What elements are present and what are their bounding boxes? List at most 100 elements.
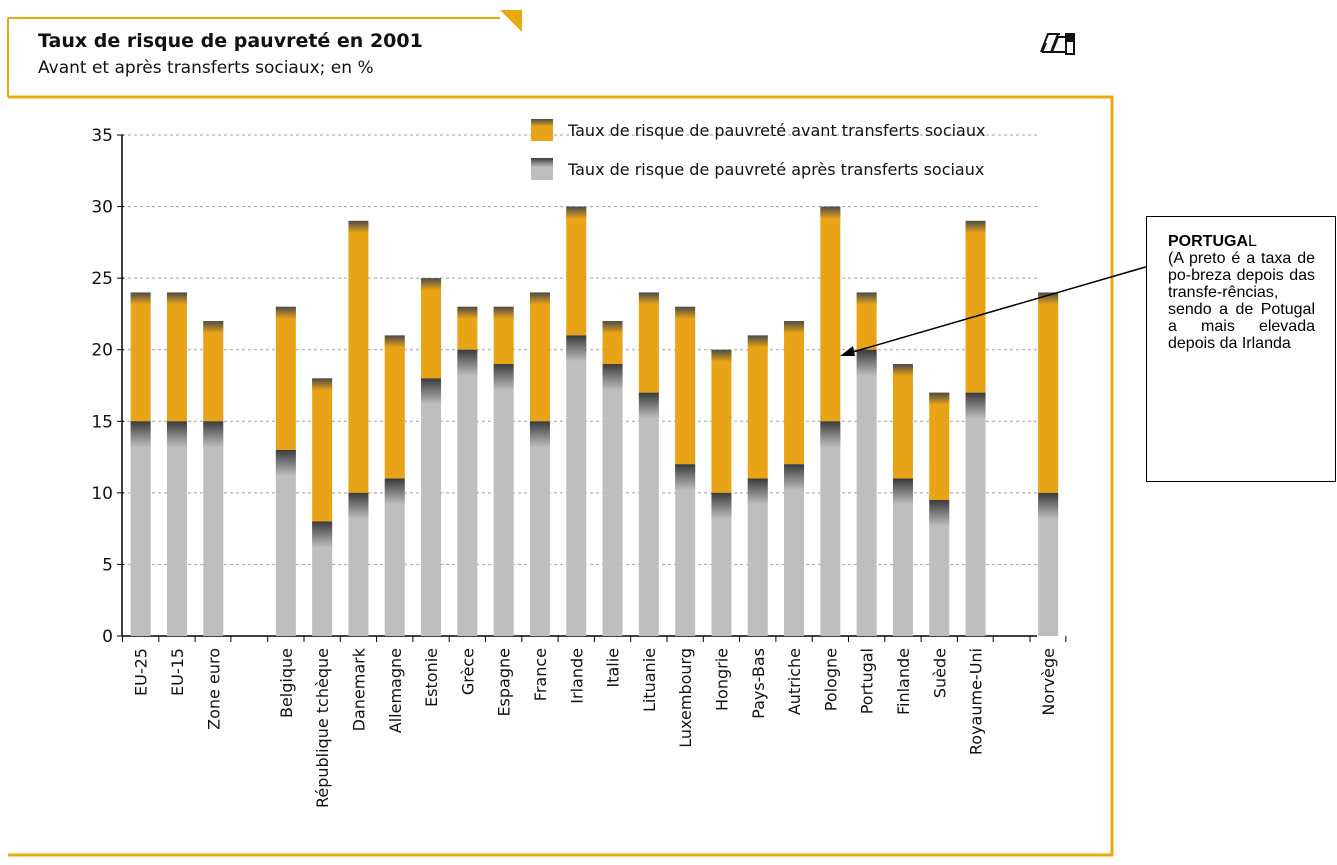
bar-after-transfers <box>638 392 659 636</box>
bar-after-cap <box>493 364 514 391</box>
bar-after-cap <box>348 492 369 519</box>
bar-after-cap <box>675 464 696 491</box>
bar-before-transfers <box>312 378 333 522</box>
bar-after-transfers <box>602 364 623 636</box>
bar-before-cap <box>965 220 986 233</box>
bar-before-cap <box>384 335 405 348</box>
x-tick-label: Allemagne <box>386 648 405 733</box>
bar-before-cap <box>348 220 369 233</box>
bar-before-transfers <box>348 220 369 493</box>
bar-before-cap <box>784 321 805 334</box>
bar-before-cap <box>275 306 296 319</box>
legend-label-before: Taux de risque de pauvreté avant transfe… <box>567 121 985 140</box>
y-tick-label: 30 <box>91 198 113 218</box>
bar-before-transfers <box>493 306 514 365</box>
bar-after-transfers <box>784 464 805 636</box>
x-tick-label: EU-15 <box>168 648 187 696</box>
bar-after-cap <box>747 478 768 505</box>
bar-before-transfers <box>130 292 151 422</box>
x-tick-label: Suède <box>930 648 949 698</box>
bar-before-transfers <box>675 306 696 465</box>
bar-before-cap <box>747 335 768 348</box>
bar-before-transfers <box>384 335 405 479</box>
bar-after-transfers <box>203 421 224 636</box>
bar-before-transfers <box>965 220 986 393</box>
annotation-arrow <box>840 265 1150 356</box>
bar-after-cap <box>965 392 986 419</box>
bar-after-cap <box>529 421 550 448</box>
x-tick-label: France <box>531 648 550 701</box>
legend-swatch-after-cap <box>531 158 553 167</box>
x-tick-label: Danemark <box>349 647 368 731</box>
bar-before-transfers <box>638 292 659 393</box>
bar-before-cap <box>892 364 913 377</box>
bar-after-transfers <box>166 421 187 636</box>
x-tick-label: Belgique <box>277 648 296 718</box>
bar-before-transfers <box>203 321 224 422</box>
annotation-title-rest: L <box>1248 233 1257 250</box>
x-tick-label: Estonie <box>422 648 441 707</box>
bar-before-transfers <box>166 292 187 422</box>
bar-after-cap <box>711 492 732 519</box>
legend-label-after: Taux de risque de pauvreté après transfe… <box>567 160 984 179</box>
bar-before-cap <box>929 392 950 405</box>
x-tick-label: Portugal <box>858 648 877 714</box>
bar-after-cap <box>275 449 296 476</box>
bar-before-cap <box>529 292 550 305</box>
bar-before-transfers <box>820 206 841 422</box>
bar-after-cap <box>638 392 659 419</box>
x-tick-label: Pologne <box>821 648 840 711</box>
bar-after-cap <box>166 421 187 448</box>
annotation-title-bold: PORTUGA <box>1168 233 1248 250</box>
bar-after-transfers <box>747 478 768 636</box>
bar-before-cap <box>711 349 732 362</box>
bar-after-transfers <box>856 349 877 636</box>
bar-after-cap <box>820 421 841 448</box>
bar-after-cap <box>856 349 877 376</box>
y-tick-label: 0 <box>102 627 113 647</box>
x-tick-label: Italie <box>604 648 623 688</box>
bar-after-cap <box>384 478 405 505</box>
bar-before-transfers <box>529 292 550 422</box>
x-tick-label: Luxembourg <box>676 648 695 748</box>
bar-after-transfers <box>965 392 986 636</box>
x-tick-label: Irlande <box>567 648 586 704</box>
bar-after-cap <box>929 500 950 527</box>
y-tick-label: 15 <box>91 412 113 432</box>
chart-title: Taux de risque de pauvreté en 2001 <box>38 30 423 52</box>
bar-before-transfers <box>1038 292 1059 493</box>
bar-after-transfers <box>421 378 442 636</box>
bar-before-cap <box>675 306 696 319</box>
bar-before-transfers <box>784 321 805 465</box>
bar-after-cap <box>1038 492 1059 519</box>
bar-after-transfers <box>1038 492 1059 636</box>
bar-before-transfers <box>711 349 732 493</box>
y-tick-label: 35 <box>91 126 113 146</box>
bar-before-cap <box>457 306 478 319</box>
bar-after-transfers <box>711 492 732 636</box>
bar-before-cap <box>602 321 623 334</box>
x-tick-label: Royaume-Uni <box>967 648 986 755</box>
y-tick-label: 20 <box>91 341 113 361</box>
bar-after-transfers <box>312 521 333 636</box>
x-tick-label: Norvège <box>1039 648 1058 716</box>
x-tick-label: Zone euro <box>204 648 223 730</box>
bar-before-cap <box>421 278 442 291</box>
x-tick-label: Pays-Bas <box>749 648 768 719</box>
y-tick-label: 10 <box>91 484 113 504</box>
x-tick-label: République tchèque <box>313 648 332 808</box>
bar-after-transfers <box>130 421 151 636</box>
bar-before-cap <box>130 292 151 305</box>
bar-after-cap <box>130 421 151 448</box>
bar-after-transfers <box>929 500 950 636</box>
bar-before-cap <box>856 292 877 305</box>
x-tick-label: Hongrie <box>712 648 731 711</box>
bar-after-transfers <box>566 335 587 636</box>
bar-after-cap <box>421 378 442 405</box>
bar-after-transfers <box>820 421 841 636</box>
bar-after-transfers <box>457 349 478 636</box>
bar-before-cap <box>638 292 659 305</box>
x-tick-label: Espagne <box>495 648 514 717</box>
bar-after-cap <box>566 335 587 362</box>
